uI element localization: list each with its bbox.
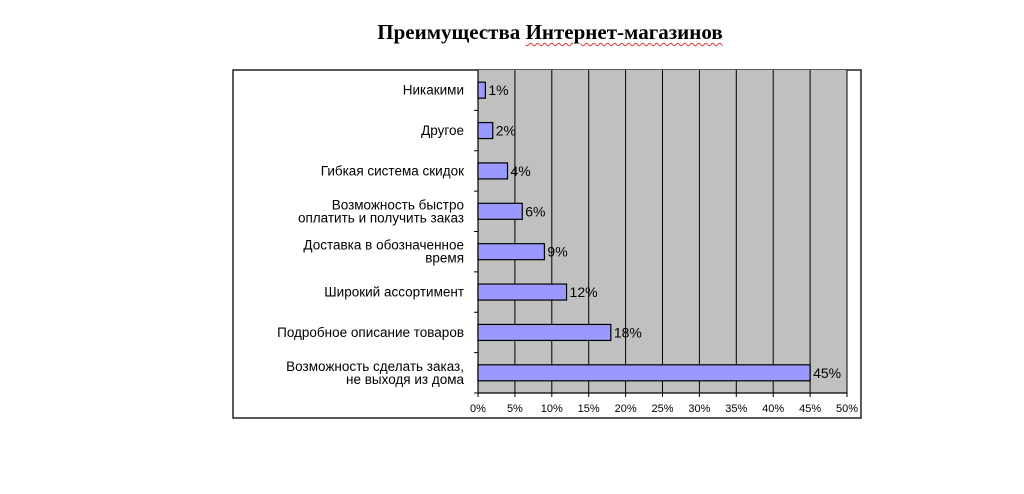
category-label: не выходя из дома	[346, 372, 464, 387]
category-label: Другое	[421, 123, 464, 138]
data-label: 2%	[496, 123, 516, 139]
category-label: Подробное описание товаров	[277, 325, 464, 340]
data-label: 45%	[813, 365, 841, 381]
data-label: 1%	[488, 82, 508, 98]
category-label: Широкий ассортимент	[324, 285, 464, 300]
chart-title-part2: Интернет-магазинов	[525, 20, 723, 44]
x-tick-label: 0%	[470, 403, 486, 415]
plot-area: 0% 5% 10% 15% 20% 25% 30% 35% 40% 45% 50% 1% Никаким…	[277, 69, 858, 415]
category-label: оплатить и получить заказ	[298, 210, 464, 225]
category-label: время	[425, 251, 464, 266]
category-label: Гибкая система скидок	[321, 163, 464, 178]
bar	[477, 81, 486, 99]
chart-title-part1: Преимущества	[377, 20, 526, 44]
bar	[477, 323, 612, 342]
x-tick-label: 35%	[725, 403, 747, 415]
category-label: Возможность сделать заказ,	[286, 359, 464, 374]
x-tick-label: 20%	[615, 403, 637, 415]
x-tick-label: 45%	[799, 403, 821, 415]
category-label: Доставка в обозначенное	[303, 238, 464, 253]
bar	[477, 202, 523, 220]
data-label: 6%	[525, 203, 545, 219]
x-tick-label: 15%	[578, 403, 600, 415]
bar	[477, 364, 811, 382]
x-tick-label: 30%	[688, 403, 710, 415]
category-label: Никакими	[403, 83, 464, 98]
category-label: Возможность быстро	[332, 197, 464, 212]
bar	[477, 283, 568, 301]
x-tick-label: 5%	[507, 403, 523, 415]
chart-title: Преимущества Интернет-магазинов	[0, 20, 1024, 45]
x-tick-label: 25%	[651, 403, 673, 415]
bar	[477, 162, 509, 180]
x-tick-label: 10%	[541, 403, 563, 415]
data-label: 4%	[511, 163, 531, 179]
data-label: 18%	[614, 324, 642, 340]
x-tick-label: 40%	[762, 403, 784, 415]
bar	[477, 121, 494, 140]
data-label: 12%	[570, 284, 598, 300]
bar	[477, 243, 546, 261]
data-label: 9%	[547, 244, 567, 260]
x-tick-label: 50%	[836, 403, 858, 415]
